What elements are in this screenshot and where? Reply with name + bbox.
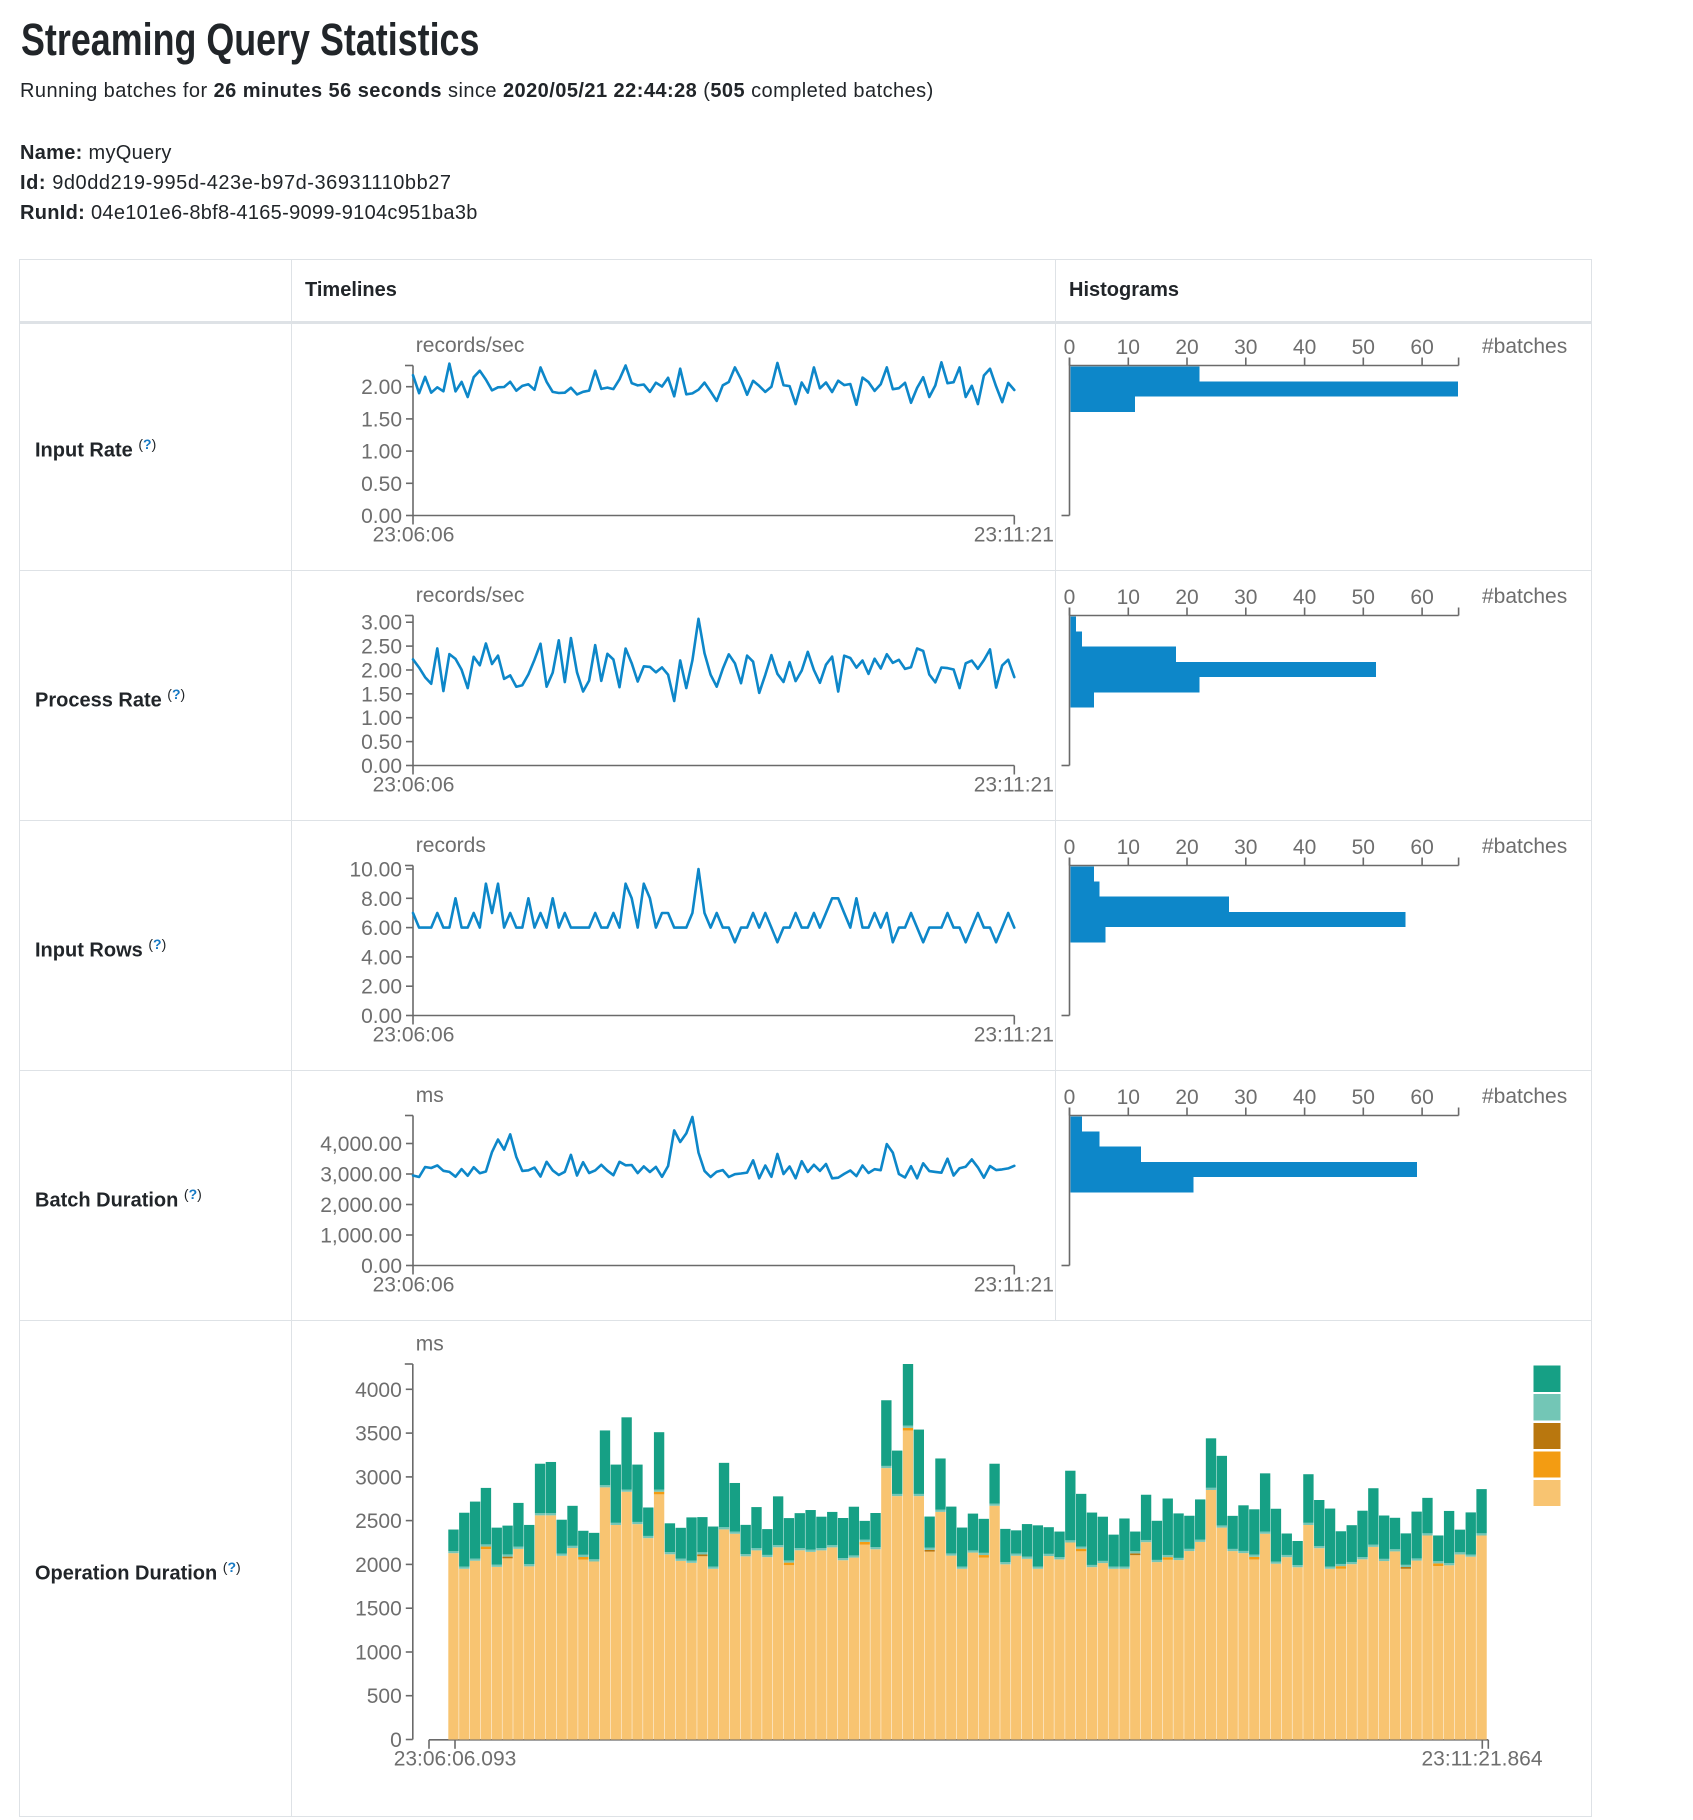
svg-text:60: 60 (1410, 836, 1433, 859)
svg-text:23:11:21.864: 23:11:21.864 (1421, 1748, 1542, 1771)
svg-text:60: 60 (1410, 1086, 1433, 1109)
svg-text:1.00: 1.00 (361, 441, 402, 464)
svg-text:23:06:06: 23:06:06 (373, 774, 455, 797)
svg-text:#batches: #batches (1482, 585, 1567, 608)
svg-text:6.00: 6.00 (361, 917, 402, 940)
svg-text:4000: 4000 (355, 1379, 402, 1402)
svg-text:#batches: #batches (1482, 1085, 1567, 1108)
svg-text:1000: 1000 (355, 1642, 402, 1665)
svg-text:10: 10 (1117, 336, 1140, 359)
svg-text:0: 0 (1064, 1086, 1076, 1109)
svg-text:3,000.00: 3,000.00 (320, 1164, 402, 1187)
svg-text:30: 30 (1234, 836, 1257, 859)
svg-text:0: 0 (1064, 336, 1076, 359)
svg-text:2.00: 2.00 (361, 376, 402, 399)
svg-text:0: 0 (1064, 586, 1076, 609)
svg-text:1.00: 1.00 (361, 707, 402, 730)
svg-text:50: 50 (1352, 836, 1375, 859)
svg-text:#batches: #batches (1482, 335, 1567, 358)
svg-text:0.50: 0.50 (361, 731, 402, 754)
svg-text:2.00: 2.00 (361, 660, 402, 683)
svg-text:500: 500 (367, 1685, 402, 1708)
svg-text:records/sec: records/sec (416, 584, 525, 607)
svg-text:23:06:06: 23:06:06 (373, 1274, 455, 1297)
svg-text:23:11:21: 23:11:21 (974, 524, 1054, 547)
svg-text:40: 40 (1293, 1086, 1316, 1109)
svg-text:40: 40 (1293, 836, 1316, 859)
svg-text:0.00: 0.00 (361, 755, 402, 778)
svg-text:4,000.00: 4,000.00 (320, 1133, 402, 1156)
svg-text:8.00: 8.00 (361, 888, 402, 911)
svg-text:60: 60 (1410, 586, 1433, 609)
svg-text:23:06:06.093: 23:06:06.093 (394, 1748, 517, 1771)
svg-text:0.00: 0.00 (361, 1005, 402, 1028)
svg-text:0: 0 (1064, 836, 1076, 859)
svg-text:1.50: 1.50 (361, 408, 402, 431)
svg-text:30: 30 (1234, 1086, 1257, 1109)
svg-text:20: 20 (1175, 836, 1198, 859)
svg-text:30: 30 (1234, 336, 1257, 359)
svg-text:ms: ms (416, 1333, 444, 1356)
svg-text:1500: 1500 (355, 1598, 402, 1621)
svg-text:23:11:21: 23:11:21 (974, 1274, 1054, 1297)
svg-text:20: 20 (1175, 1086, 1198, 1109)
svg-text:#batches: #batches (1482, 835, 1567, 858)
svg-text:20: 20 (1175, 336, 1198, 359)
svg-text:50: 50 (1352, 336, 1375, 359)
svg-text:0.00: 0.00 (361, 505, 402, 528)
svg-text:10: 10 (1117, 586, 1140, 609)
svg-text:0.50: 0.50 (361, 473, 402, 496)
svg-text:60: 60 (1410, 336, 1433, 359)
svg-text:23:06:06: 23:06:06 (373, 524, 455, 547)
svg-text:records: records (416, 834, 486, 857)
svg-text:23:11:21: 23:11:21 (974, 774, 1054, 797)
svg-text:2.50: 2.50 (361, 636, 402, 659)
svg-text:50: 50 (1352, 586, 1375, 609)
svg-text:40: 40 (1293, 336, 1316, 359)
svg-text:3500: 3500 (355, 1423, 402, 1446)
svg-text:1,000.00: 1,000.00 (320, 1225, 402, 1248)
svg-text:20: 20 (1175, 586, 1198, 609)
svg-text:4.00: 4.00 (361, 946, 402, 969)
svg-text:0.00: 0.00 (361, 1255, 402, 1278)
svg-text:30: 30 (1234, 586, 1257, 609)
svg-text:0: 0 (390, 1729, 402, 1752)
svg-text:10: 10 (1117, 836, 1140, 859)
svg-text:1.50: 1.50 (361, 683, 402, 706)
svg-text:50: 50 (1352, 1086, 1375, 1109)
svg-text:2500: 2500 (355, 1510, 402, 1533)
svg-text:40: 40 (1293, 586, 1316, 609)
svg-text:2.00: 2.00 (361, 976, 402, 999)
svg-text:3.00: 3.00 (361, 612, 402, 635)
svg-text:3000: 3000 (355, 1466, 402, 1489)
svg-text:records/sec: records/sec (416, 334, 525, 357)
svg-text:2,000.00: 2,000.00 (320, 1194, 402, 1217)
svg-text:23:11:21: 23:11:21 (974, 1024, 1054, 1047)
svg-text:23:06:06: 23:06:06 (373, 1024, 455, 1047)
svg-text:10.00: 10.00 (349, 859, 402, 882)
svg-text:2000: 2000 (355, 1554, 402, 1577)
svg-text:ms: ms (416, 1084, 444, 1107)
svg-text:10: 10 (1117, 1086, 1140, 1109)
